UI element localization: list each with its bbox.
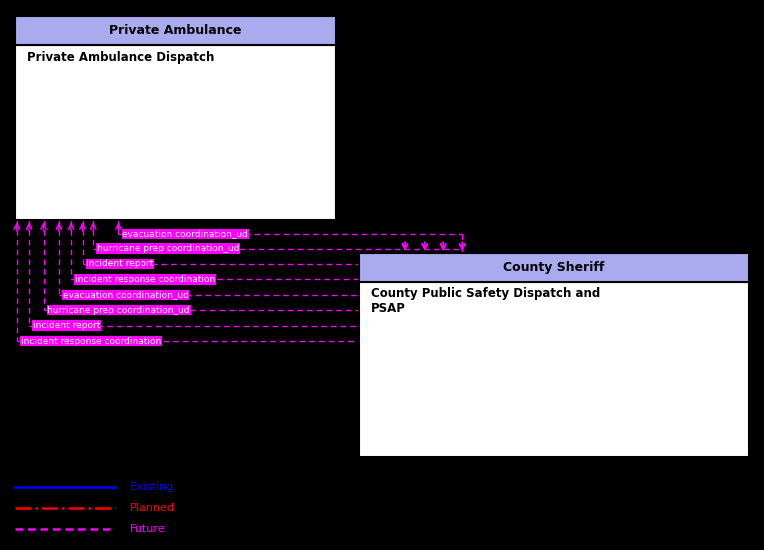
Text: Future: Future <box>130 524 166 534</box>
Text: incident response coordination: incident response coordination <box>75 275 215 284</box>
Text: Private Ambulance: Private Ambulance <box>109 24 242 37</box>
Text: incident report: incident report <box>86 260 154 268</box>
Bar <box>15 16 336 45</box>
Text: Existing: Existing <box>130 482 174 492</box>
Text: hurricane prep coordination_ud: hurricane prep coordination_ud <box>47 306 190 315</box>
Bar <box>359 282 749 456</box>
Text: Planned: Planned <box>130 503 175 513</box>
Text: Private Ambulance Dispatch: Private Ambulance Dispatch <box>27 51 214 64</box>
Text: County Public Safety Dispatch and
PSAP: County Public Safety Dispatch and PSAP <box>371 287 600 315</box>
Text: County Sheriff: County Sheriff <box>503 261 604 274</box>
Text: hurricane prep coordination_ud: hurricane prep coordination_ud <box>97 244 240 253</box>
Text: evacuation coordination_ud: evacuation coordination_ud <box>122 229 248 238</box>
Bar <box>15 45 336 220</box>
Text: incident report: incident report <box>33 321 100 330</box>
Text: incident response coordination: incident response coordination <box>21 337 161 345</box>
Text: evacuation coordination_ud: evacuation coordination_ud <box>63 290 189 299</box>
Bar <box>359 253 749 282</box>
